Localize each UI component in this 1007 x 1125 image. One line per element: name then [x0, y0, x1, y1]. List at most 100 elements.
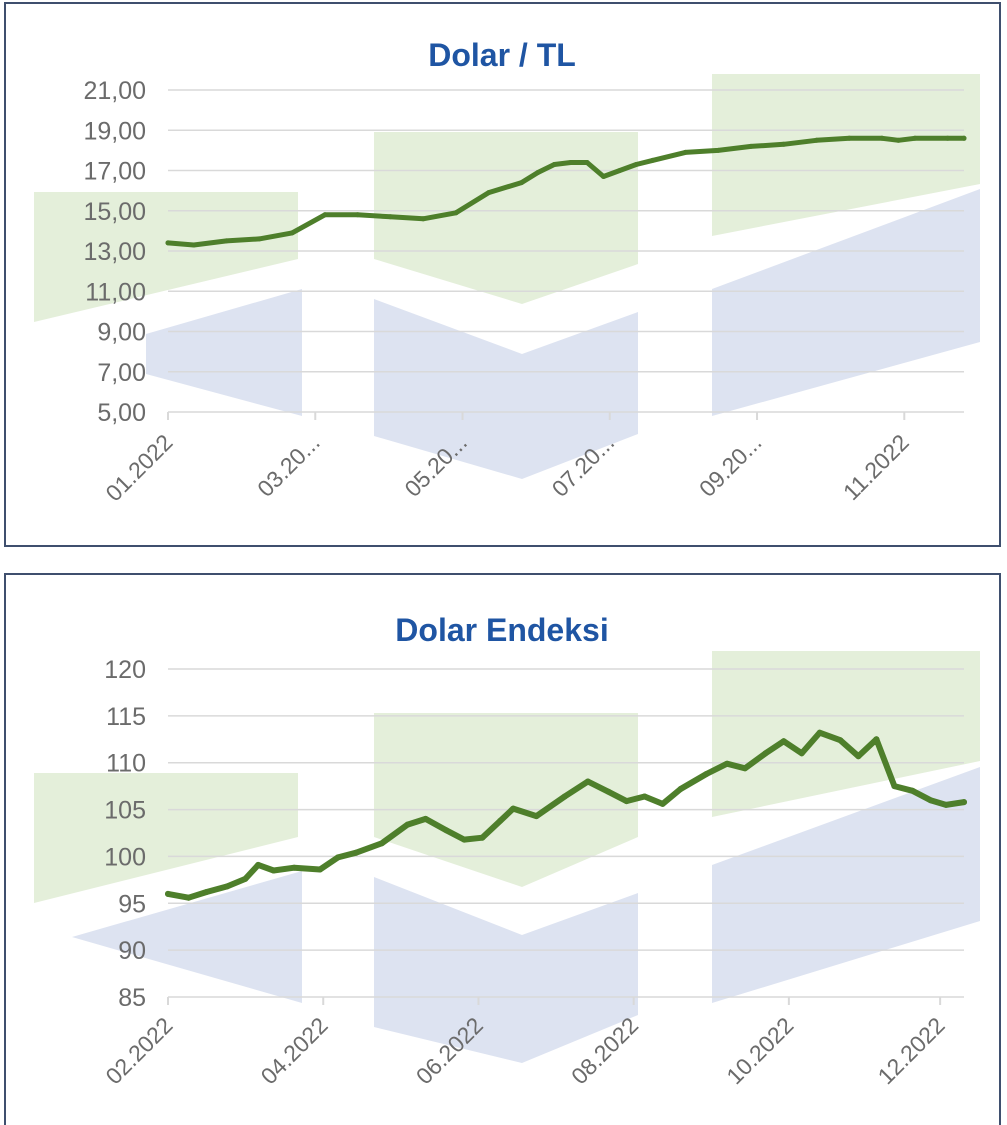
data-point — [270, 867, 277, 874]
data-point — [422, 815, 429, 822]
data-point — [561, 793, 568, 800]
data-point — [601, 174, 606, 179]
data-point — [443, 827, 450, 834]
x-tick-label: 11.2022 — [838, 429, 914, 505]
data-point — [191, 242, 197, 248]
y-tick-label: 11,00 — [85, 278, 146, 306]
background-shape — [72, 871, 302, 1003]
data-point — [677, 786, 684, 792]
data-point — [912, 135, 918, 141]
data-point — [497, 817, 504, 824]
y-tick-label: 21,00 — [83, 77, 146, 105]
data-point — [816, 729, 823, 736]
data-point — [837, 737, 844, 744]
y-tick-label: 13,00 — [83, 238, 146, 266]
x-tick-label: 09.20... — [694, 429, 767, 502]
chart-title: Dolar / TL — [428, 37, 576, 73]
y-tick-label: 105 — [104, 797, 146, 825]
data-point — [353, 849, 360, 856]
data-point — [641, 793, 648, 800]
data-point — [165, 240, 171, 246]
data-point — [256, 236, 262, 242]
chart-panel-dolar-endeksi: 120 115 110 105 100 95 90 85 02.2022 04.2022 06.20… — [4, 573, 1001, 1125]
data-point — [224, 238, 229, 244]
data-point — [387, 214, 393, 220]
x-tick-label: 10.2022 — [721, 1012, 798, 1089]
y-tick-label: 85 — [118, 984, 146, 1012]
data-point — [659, 800, 666, 807]
data-point — [927, 797, 934, 804]
data-point — [535, 170, 541, 175]
data-point — [453, 210, 459, 216]
data-point — [909, 787, 916, 794]
data-point — [533, 813, 540, 820]
series-line — [165, 729, 967, 901]
data-point — [378, 840, 385, 847]
y-tick-label: 100 — [104, 843, 146, 871]
y-tick-label: 7,00 — [97, 359, 146, 387]
data-point — [584, 778, 591, 785]
data-point — [291, 864, 298, 871]
y-tick-label: 17,00 — [83, 158, 146, 186]
data-point — [486, 190, 492, 196]
x-tick-label: 02.2022 — [100, 1012, 177, 1089]
background-shape — [712, 189, 980, 416]
data-point — [943, 801, 949, 808]
y-tick-label: 9,00 — [97, 319, 146, 347]
data-point — [633, 162, 639, 167]
background-shape — [374, 299, 638, 479]
x-tick-label: 03.20... — [252, 429, 325, 502]
data-point — [846, 135, 852, 141]
data-point — [623, 798, 630, 805]
dolar-tl-chart: 21,00 19,00 17,00 15,00 13,00 11,00 9,00 7,00 5,… — [34, 37, 980, 506]
y-tick-label: 90 — [118, 937, 146, 965]
y-tick-label: 15,00 — [83, 198, 146, 226]
data-point — [650, 157, 656, 163]
y-tick-label: 19,00 — [83, 117, 146, 145]
background-shape — [34, 773, 298, 903]
data-point — [724, 760, 730, 767]
data-point — [891, 783, 898, 790]
data-point — [165, 890, 171, 897]
x-tick-label: 01.2022 — [100, 429, 177, 506]
y-tick-label: 120 — [104, 656, 146, 684]
data-point — [798, 750, 805, 757]
data-point — [185, 894, 192, 901]
data-point — [703, 771, 710, 777]
data-point — [879, 135, 885, 141]
y-tick-label: 5,00 — [97, 399, 146, 427]
data-point — [814, 137, 819, 143]
background-shape — [374, 713, 638, 887]
data-point — [551, 162, 557, 167]
data-point — [945, 135, 951, 141]
data-point — [404, 821, 411, 828]
data-point — [781, 141, 787, 147]
data-point — [242, 875, 249, 882]
data-point — [355, 212, 361, 218]
background-shape — [34, 192, 298, 322]
data-point — [873, 736, 880, 743]
chart-panel-dolar-tl: 21,00 19,00 17,00 15,00 13,00 11,00 9,00 7,00 5,… — [4, 2, 1001, 547]
data-point — [895, 137, 901, 143]
background-shape — [374, 132, 638, 304]
data-point — [961, 799, 967, 806]
x-tick-label: 04.2022 — [256, 1012, 333, 1089]
background-shape — [712, 651, 980, 817]
data-point — [682, 149, 688, 155]
data-point — [780, 738, 787, 745]
data-point — [479, 834, 486, 841]
data-point — [855, 753, 862, 760]
y-tick-label: 95 — [118, 890, 146, 918]
background-arrow-shapes — [34, 74, 980, 479]
background-arrow-shapes — [34, 651, 980, 1063]
data-point — [748, 143, 754, 149]
y-tick-label: 110 — [106, 750, 146, 778]
data-point — [289, 230, 295, 236]
background-shape — [374, 877, 638, 1063]
data-point — [420, 216, 426, 222]
data-point — [584, 160, 590, 165]
data-point — [317, 866, 323, 873]
data-point — [762, 750, 769, 757]
data-point — [519, 180, 524, 186]
